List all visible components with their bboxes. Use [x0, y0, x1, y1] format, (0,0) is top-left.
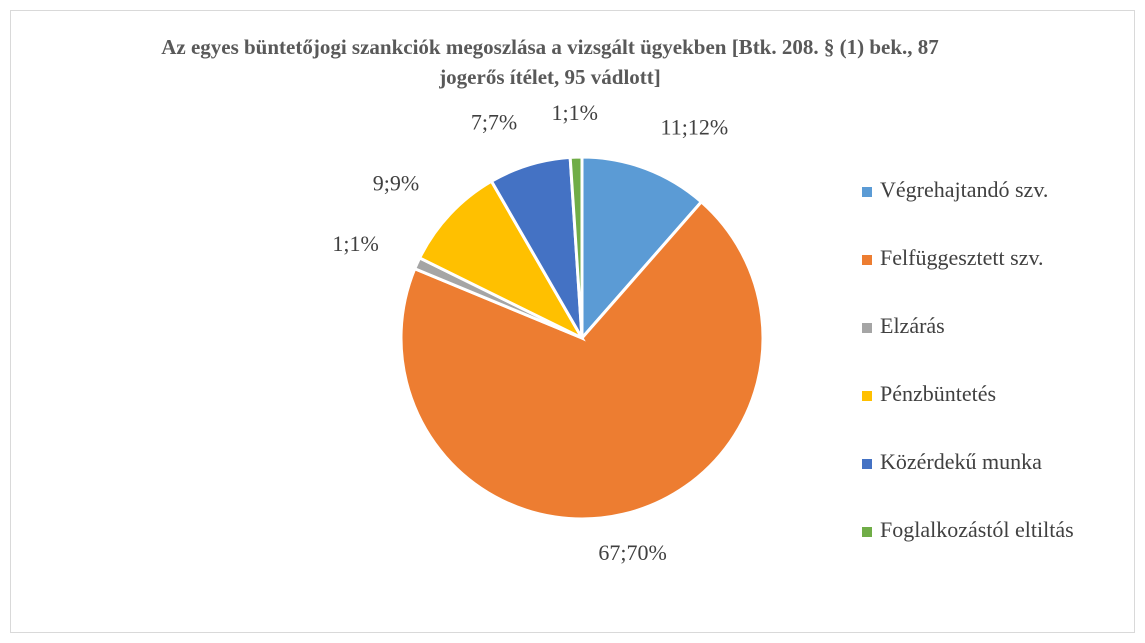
- legend-swatch: [862, 323, 872, 333]
- legend-swatch: [862, 527, 872, 537]
- legend-swatch: [862, 391, 872, 401]
- legend-label: Közérdekű munka: [880, 449, 1042, 474]
- legend-swatch: [862, 255, 872, 265]
- legend-label: Foglalkozástól eltiltás: [880, 517, 1074, 542]
- data-label: 7;7%: [471, 110, 517, 135]
- legend-label: Végrehajtandó szv.: [880, 177, 1048, 202]
- legend-label: Felfüggesztett szv.: [880, 245, 1044, 270]
- pie-slice: [399, 199, 765, 521]
- pie-slice: [580, 155, 704, 342]
- pie-slice: [417, 179, 586, 342]
- data-label: 1;1%: [551, 100, 597, 125]
- legend-label: Pénzbüntetés: [880, 381, 996, 406]
- data-label: 11;12%: [661, 114, 729, 139]
- data-label: 67;70%: [598, 540, 666, 565]
- data-label: 1;1%: [332, 231, 378, 256]
- data-label: 9;9%: [373, 171, 419, 196]
- legend-swatch: [862, 459, 872, 469]
- pie-slice: [568, 155, 584, 339]
- legend-swatch: [862, 187, 872, 197]
- legend-label: Elzárás: [880, 313, 945, 338]
- chart-title: Az egyes büntetőjogi szankciók megoszlás…: [161, 35, 939, 89]
